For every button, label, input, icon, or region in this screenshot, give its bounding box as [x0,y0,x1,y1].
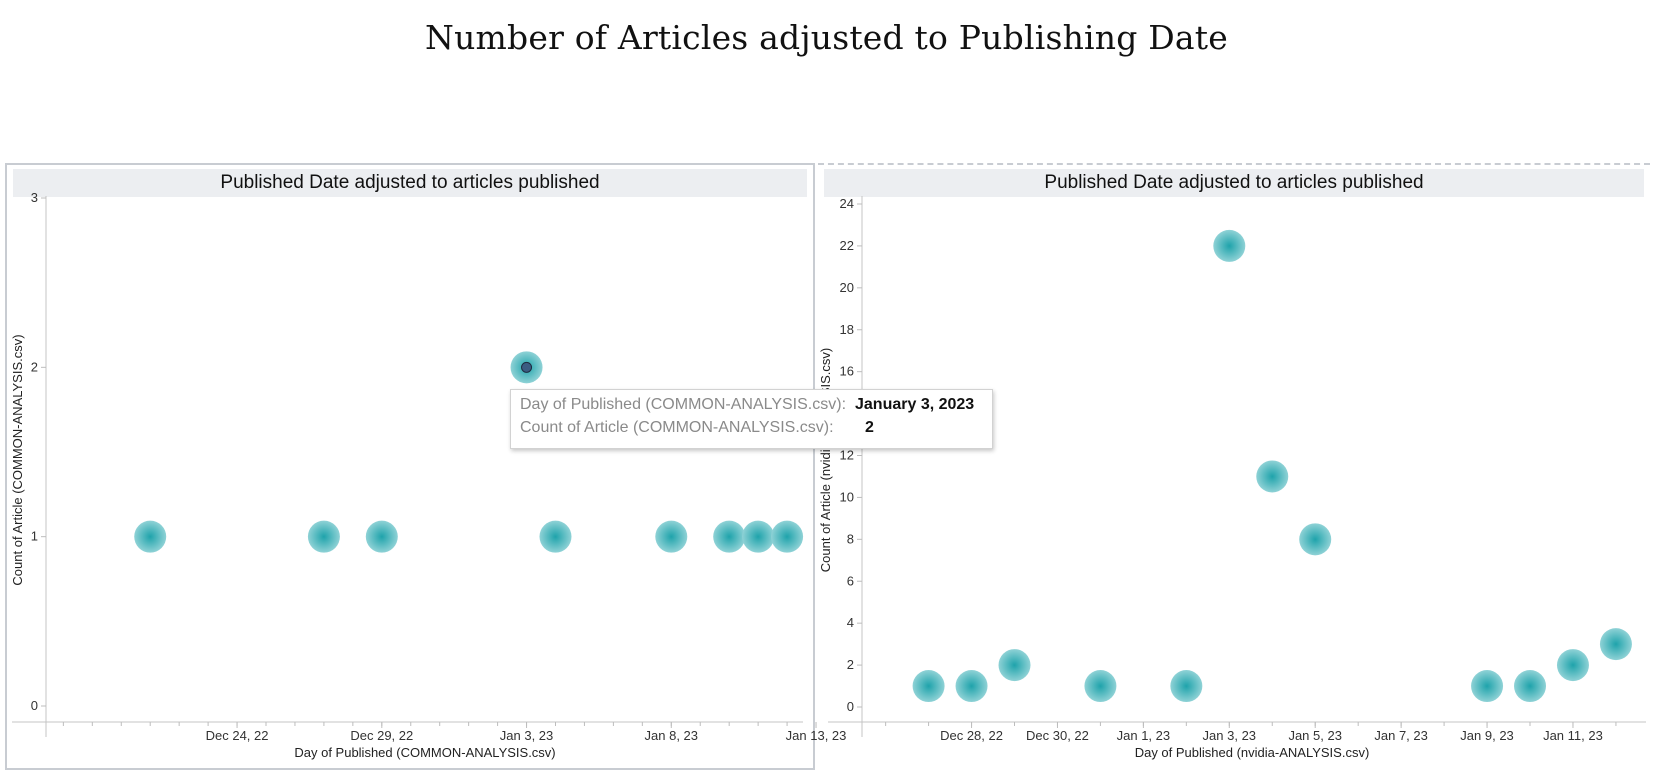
x-axis-title-nvidia: Day of Published (nvidia-ANALYSIS.csv) [1135,745,1370,760]
data-point-common [307,520,340,553]
y-tick-label-nvidia: 20 [840,280,854,295]
y-tick-label-nvidia: 8 [847,531,854,546]
data-point-nvidia [955,670,988,703]
data-point-common [713,520,746,553]
x-tick-label-nvidia: Jan 7, 23 [1374,728,1428,743]
y-tick-label-nvidia: 12 [840,448,854,463]
x-tick-label-common: Jan 8, 23 [645,728,699,743]
data-point-common [742,520,775,553]
data-point-nvidia [1213,229,1246,262]
x-tick-label-nvidia: Jan 9, 23 [1460,728,1514,743]
tooltip-row-count: Count of Article (COMMON-ANALYSIS.csv): 2 [520,419,992,442]
data-point-nvidia [1084,670,1117,703]
y-tick-label-common: 0 [31,698,38,713]
x-tick-label-nvidia: Dec 28, 22 [940,728,1003,743]
data-point-common [134,520,167,553]
x-tick-label-nvidia: Jan 5, 23 [1288,728,1342,743]
y-tick-label-nvidia: 4 [847,615,854,630]
tooltip-count-label: Count of Article (COMMON-ANALYSIS.csv): [520,419,834,436]
tooltip-row-day: Day of Published (COMMON-ANALYSIS.csv): J… [520,396,992,419]
x-tick-label-nvidia: Dec 30, 22 [1026,728,1089,743]
y-tick-label-nvidia: 24 [840,196,854,211]
tooltip-day-value: January 3, 2023 [855,396,975,413]
data-point-nvidia [1471,670,1504,703]
data-point-nvidia [1170,670,1203,703]
data-point-common [655,520,688,553]
x-tick-label-nvidia: Jan 11, 23 [1543,728,1603,743]
selected-point-marker [521,361,533,373]
data-point-common [771,520,804,553]
data-point-common [365,520,398,553]
chart-common-analysis: 0 1 2 3 Dec 24, 22 Dec 29, 22 Jan 3, 23 Jan 8, … [10,190,846,760]
y-tick-label-nvidia: 10 [840,489,854,504]
tooltip-count-value: 2 [865,419,874,436]
chart-header-common: Published Date adjusted to articles publ… [13,169,807,197]
data-point-nvidia [912,670,945,703]
y-tick-label-common: 2 [31,359,38,374]
data-point-nvidia [1256,460,1289,493]
y-tick-label-common: 3 [31,190,38,205]
x-axis-title-common: Day of Published (COMMON-ANALYSIS.csv) [294,745,555,760]
y-tick-label-nvidia: 16 [840,364,854,379]
x-tick-label-nvidia: Jan 3, 23 [1203,728,1257,743]
chart-header-nvidia: Published Date adjusted to articles publ… [824,169,1644,197]
x-tick-label-nvidia: Jan 1, 23 [1117,728,1171,743]
y-tick-label-common: 1 [31,529,38,544]
y-tick-label-nvidia: 22 [840,238,854,253]
data-tooltip: Day of Published (COMMON-ANALYSIS.csv): J… [510,389,993,449]
y-axis-title-nvidia: Count of Article (nvidia-ANALYSIS.csv) [818,348,833,572]
y-axis-title-common: Count of Article (COMMON-ANALYSIS.csv) [10,334,25,585]
x-tick-label-common: Dec 29, 22 [350,728,413,743]
page-title: Number of Articles adjusted to Publishin… [425,18,1228,57]
data-point-common [539,520,572,553]
y-tick-label-nvidia: 2 [847,657,854,672]
data-point-nvidia [1599,628,1632,661]
tooltip-day-label: Day of Published (COMMON-ANALYSIS.csv): [520,396,847,413]
x-tick-label-common: Jan 13, 23 [786,728,847,743]
data-point-nvidia [1556,649,1589,682]
y-tick-label-nvidia: 6 [847,573,854,588]
y-tick-label-nvidia: 0 [847,699,854,714]
chart-panel-nvidia[interactable]: Published Date adjusted to articles publ… [818,163,1650,770]
x-tick-label-common: Dec 24, 22 [206,728,269,743]
data-point-nvidia [1514,670,1547,703]
data-point-nvidia [1299,523,1332,556]
y-tick-label-nvidia: 18 [840,322,854,337]
chart-panel-common[interactable]: Published Date adjusted to articles publ… [5,163,815,770]
data-point-nvidia [998,649,1031,682]
x-tick-label-common: Jan 3, 23 [500,728,554,743]
